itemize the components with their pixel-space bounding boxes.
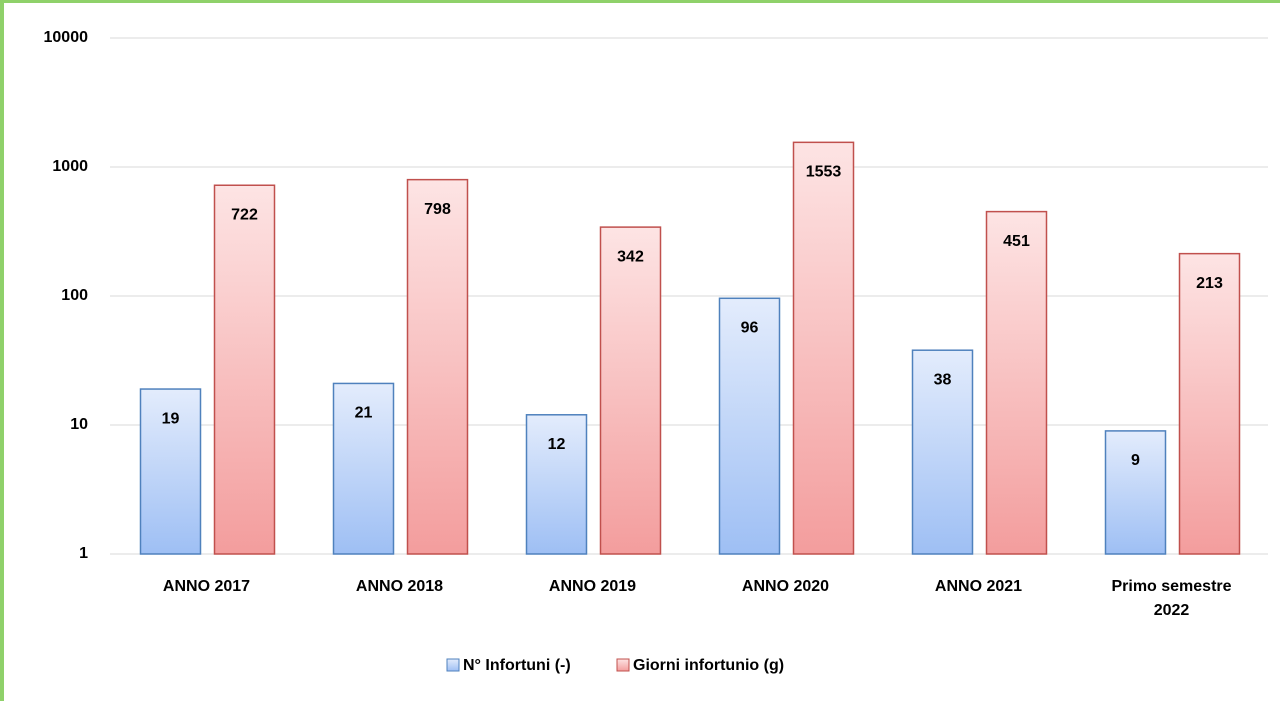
bar xyxy=(1104,430,1167,555)
data-label: 9 xyxy=(1131,452,1140,469)
data-label: 798 xyxy=(424,201,451,218)
data-label: 21 xyxy=(355,405,373,422)
data-label: 451 xyxy=(1003,233,1030,250)
y-tick-label: 100 xyxy=(61,287,88,304)
legend-swatch xyxy=(616,658,630,672)
legend-label: N° Infortuni (-) xyxy=(463,657,571,674)
x-tick-label: ANNO 2020 xyxy=(741,578,830,595)
bar xyxy=(911,349,974,555)
bar xyxy=(213,184,276,555)
data-label: 213 xyxy=(1196,275,1223,292)
y-tick-label: 1000 xyxy=(52,158,88,175)
bar xyxy=(599,226,662,555)
y-tick-label: 10 xyxy=(70,416,88,433)
y-tick-label: 10000 xyxy=(44,29,89,46)
legend-swatch xyxy=(446,658,460,672)
data-label: 38 xyxy=(934,371,952,388)
bar xyxy=(332,382,395,555)
data-label: 19 xyxy=(162,410,180,427)
data-label: 342 xyxy=(617,248,644,265)
y-tick-label: 1 xyxy=(79,545,88,562)
x-tick-label: ANNO 2018 xyxy=(355,578,444,595)
legend-label: Giorni infortunio (g) xyxy=(633,657,784,674)
x-tick-label: ANNO 2019 xyxy=(548,578,637,595)
data-label: 96 xyxy=(741,320,759,337)
bar xyxy=(718,297,781,555)
x-tick-label: ANNO 2021 xyxy=(934,578,1023,595)
data-label: 12 xyxy=(548,436,566,453)
bar xyxy=(1178,252,1241,555)
data-label: 1553 xyxy=(806,164,842,181)
bar xyxy=(139,388,202,555)
x-tick-label: Primo semestre 2022 xyxy=(1111,578,1232,619)
bar xyxy=(525,414,588,555)
bar xyxy=(985,210,1048,555)
bar xyxy=(792,141,855,555)
bar xyxy=(406,178,469,555)
data-label: 722 xyxy=(231,206,258,223)
x-tick-label: ANNO 2017 xyxy=(162,578,251,595)
